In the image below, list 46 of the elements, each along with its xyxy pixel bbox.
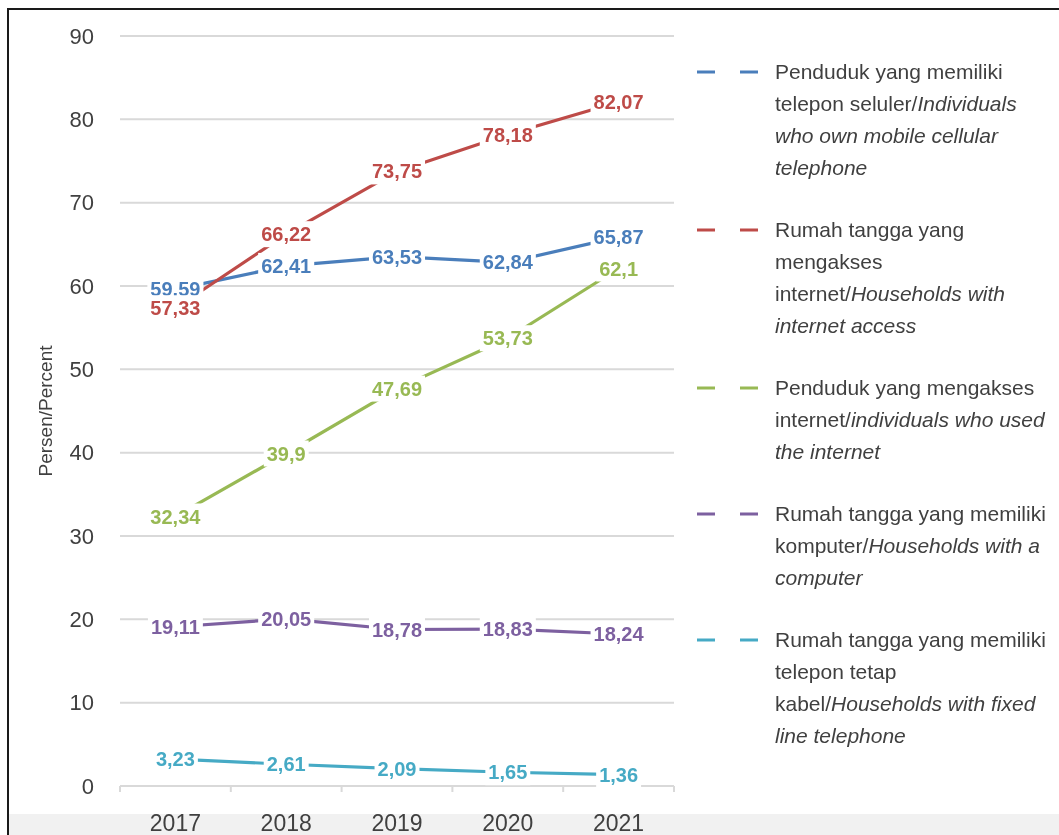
y-tick-label: 0 bbox=[81, 773, 94, 799]
data-label: 63,53 bbox=[371, 245, 423, 268]
data-label: 62,1 bbox=[599, 257, 639, 280]
y-tick-label: 20 bbox=[69, 607, 94, 633]
y-tick-label: 50 bbox=[69, 357, 94, 383]
data-label: 47,69 bbox=[371, 377, 423, 400]
data-label: 20,05 bbox=[261, 607, 312, 630]
data-label: 73,75 bbox=[371, 160, 423, 183]
data-label: 39,9 bbox=[266, 442, 306, 465]
data-label: 32,34 bbox=[150, 505, 202, 528]
y-tick-label: 30 bbox=[69, 523, 94, 549]
legend-label: Penduduk yang mengakses internet/individuals who used the internet bbox=[775, 376, 1046, 464]
x-tick-label: 2020 bbox=[482, 810, 534, 835]
x-tick-label: 2018 bbox=[260, 810, 312, 835]
data-label: 1,65 bbox=[488, 761, 528, 784]
legend-label: Rumah tangga yang memiliki komputer/Households with a computer bbox=[775, 502, 1046, 590]
legend-label: Rumah tangga yang mengakses internet/Households with internet access bbox=[775, 218, 1005, 338]
y-tick-label: 60 bbox=[69, 273, 94, 299]
data-label: 59,59 bbox=[150, 278, 201, 301]
x-tick-label: 2019 bbox=[371, 810, 423, 835]
y-tick-label: 70 bbox=[69, 190, 94, 216]
data-label: 18,78 bbox=[371, 618, 423, 641]
data-label: 2,09 bbox=[377, 757, 417, 780]
data-label: 62,41 bbox=[261, 254, 312, 277]
legend-label: Penduduk yang memiliki telepon seluler/Individuals who own mobile cellular telephone bbox=[775, 60, 1018, 180]
y-tick-label: 90 bbox=[69, 23, 94, 49]
data-label: 66,22 bbox=[261, 223, 312, 246]
data-label: 53,73 bbox=[482, 327, 533, 350]
data-label: 65,87 bbox=[593, 226, 644, 249]
data-label: 82,07 bbox=[593, 91, 644, 114]
legend-label: Rumah tangga yang memiliki telepon tetap kabel/Households with fixed line telephone bbox=[775, 628, 1046, 748]
data-label: 18,24 bbox=[593, 623, 645, 645]
data-label: 3,23 bbox=[155, 748, 195, 771]
data-label: 62,84 bbox=[482, 251, 534, 274]
y-tick-label: 40 bbox=[69, 440, 94, 466]
data-label: 2,61 bbox=[266, 753, 306, 776]
data-label: 1,36 bbox=[599, 763, 639, 786]
data-label: 57,33 bbox=[150, 297, 201, 320]
y-tick-label: 10 bbox=[69, 690, 94, 716]
data-label: 78,18 bbox=[482, 123, 533, 146]
y-tick-label: 80 bbox=[69, 107, 94, 133]
y-axis-title: Persen/Percent bbox=[34, 344, 56, 477]
data-label: 18,83 bbox=[482, 618, 533, 641]
x-tick-label: 2021 bbox=[593, 810, 645, 835]
x-tick-label: 2017 bbox=[149, 810, 201, 835]
data-label: 19,11 bbox=[150, 615, 200, 638]
